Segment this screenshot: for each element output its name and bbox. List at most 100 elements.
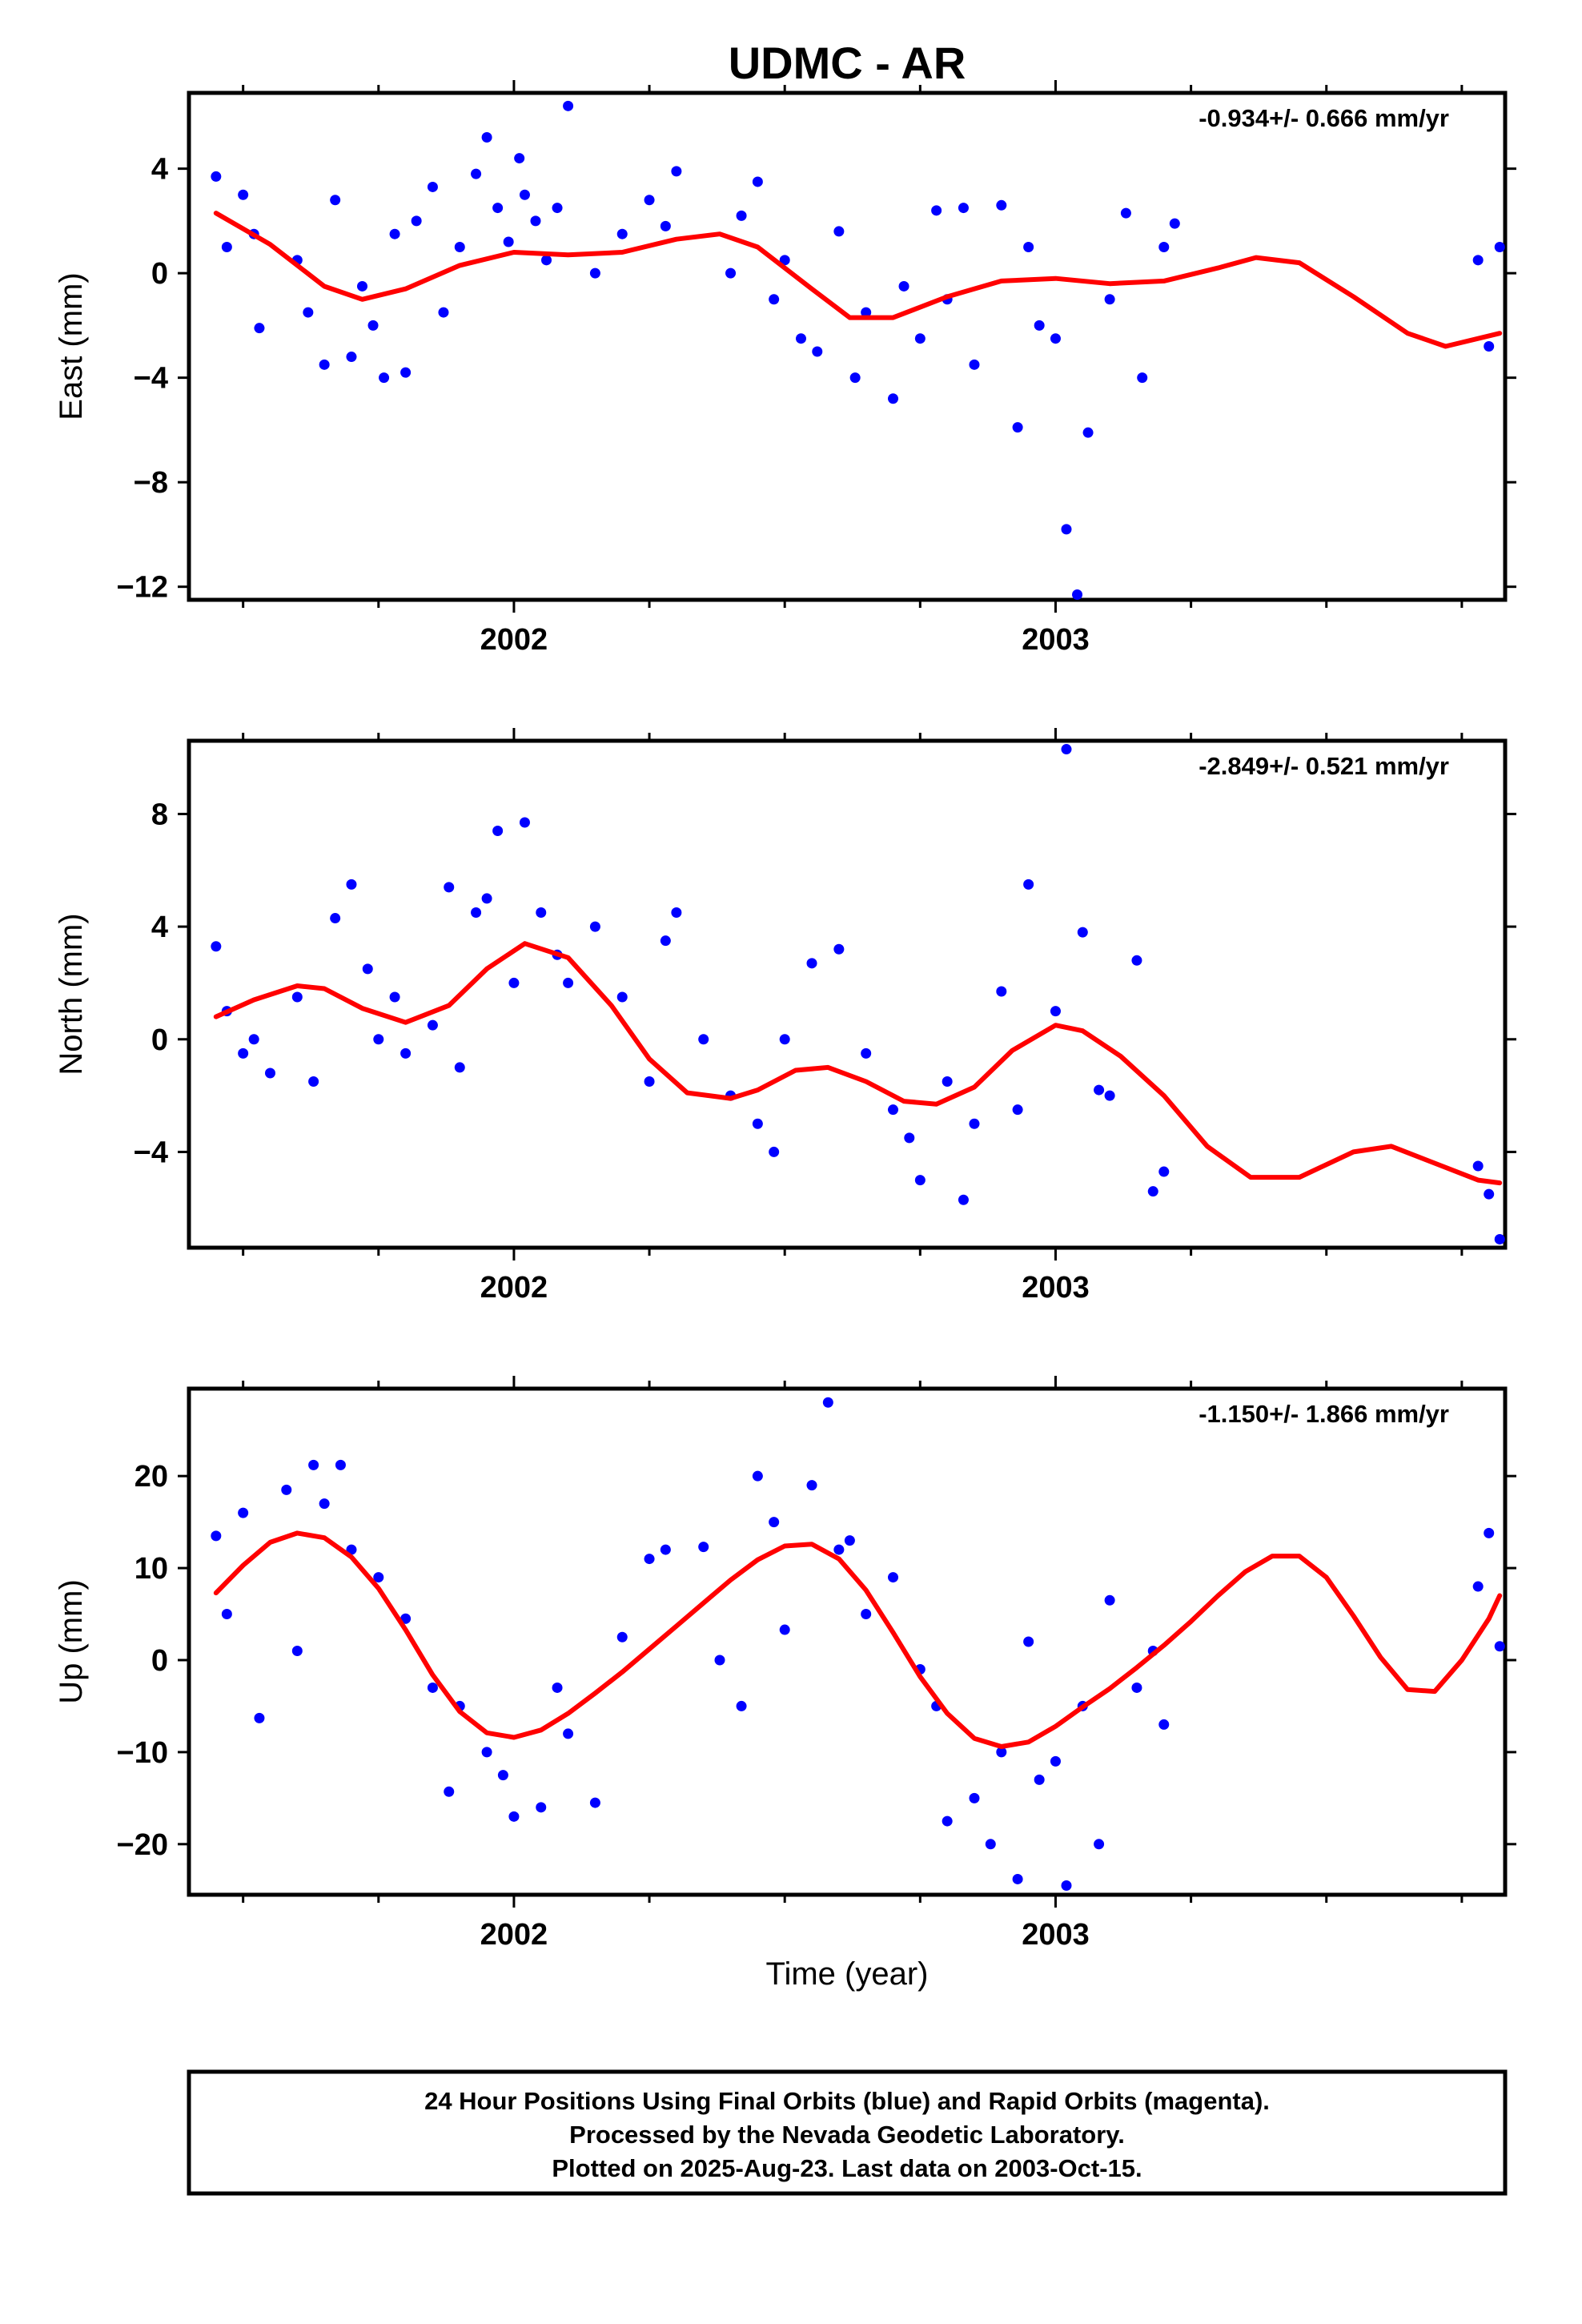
up-data-point: [779, 1624, 790, 1635]
north-data-point: [291, 991, 303, 1003]
north-data-point: [519, 817, 530, 828]
east-data-point: [519, 189, 530, 200]
east-data-point: [1484, 341, 1495, 352]
east-data-point: [530, 215, 541, 227]
north-data-point: [308, 1076, 319, 1088]
up-data-point: [985, 1839, 996, 1850]
up-data-point: [888, 1572, 899, 1583]
north-data-point: [211, 941, 222, 952]
up-data-point: [861, 1609, 872, 1620]
up-data-point: [1158, 1719, 1170, 1730]
east-data-point: [589, 267, 600, 279]
east-data-point: [996, 199, 1007, 211]
up-data-point: [1012, 1873, 1023, 1884]
east-data-point: [503, 236, 514, 247]
up-data-point: [335, 1459, 346, 1470]
east-y-tick-label: −8: [134, 466, 168, 500]
east-data-point: [752, 176, 763, 187]
north-plot-frame: [187, 738, 1508, 1250]
east-data-point: [411, 215, 422, 227]
up-data-point: [291, 1645, 303, 1656]
east-data-point: [1082, 427, 1094, 438]
east-data-point: [1061, 524, 1072, 535]
up-y-tick-label: −20: [117, 1828, 168, 1862]
east-data-point: [211, 171, 222, 182]
up-data-point: [698, 1542, 709, 1553]
north-data-point: [264, 1068, 275, 1079]
east-data-point: [1472, 255, 1484, 266]
north-data-point: [769, 1146, 780, 1157]
east-data-point: [1158, 242, 1170, 253]
north-data-point: [1012, 1104, 1023, 1116]
up-y-tick-label: 20: [135, 1460, 168, 1494]
north-data-point: [833, 943, 845, 955]
north-data-point: [888, 1104, 899, 1116]
north-y-axis-label: North (mm): [54, 913, 89, 1075]
east-data-point: [400, 367, 412, 378]
north-data-point: [1077, 927, 1088, 938]
east-data-point: [898, 280, 909, 292]
east-data-point: [616, 228, 628, 239]
up-data-point: [497, 1770, 508, 1781]
east-data-point: [1120, 207, 1131, 219]
up-data-point: [1494, 1641, 1505, 1652]
up-data-point: [281, 1484, 292, 1495]
north-data-point: [861, 1047, 872, 1059]
east-data-point: [812, 346, 823, 357]
north-data-point: [389, 991, 400, 1003]
north-data-point: [330, 913, 341, 924]
east-y-tick-label: −4: [134, 362, 168, 396]
east-data-point: [552, 203, 563, 214]
north-y-tick-label: 0: [151, 1023, 168, 1057]
east-data-point: [795, 333, 806, 344]
up-rate-label: -1.150+/- 1.866 mm/yr: [1199, 1400, 1449, 1428]
east-data-point: [888, 393, 899, 404]
up-data-point: [769, 1517, 780, 1528]
north-data-point: [1494, 1233, 1505, 1244]
north-data-point: [373, 1034, 384, 1045]
north-data-point: [1158, 1166, 1170, 1177]
up-data-point: [806, 1480, 817, 1491]
east-data-point: [779, 255, 790, 266]
north-data-point: [806, 958, 817, 969]
north-data-point: [346, 879, 357, 890]
east-data-point: [330, 195, 341, 206]
north-data-point: [942, 1076, 953, 1088]
north-data-point: [660, 935, 671, 947]
up-data-point: [1472, 1581, 1484, 1592]
north-data-point: [248, 1034, 259, 1045]
up-data-point: [1050, 1755, 1061, 1767]
up-data-point: [1484, 1527, 1495, 1538]
up-data-point: [221, 1609, 232, 1620]
east-data-point: [238, 189, 249, 200]
up-data-point: [589, 1797, 600, 1808]
east-data-point: [736, 210, 747, 221]
north-data-point: [1472, 1160, 1484, 1172]
east-data-point: [319, 359, 330, 370]
east-rate-label: -0.934+/- 0.666 mm/yr: [1199, 104, 1449, 132]
up-data-point: [969, 1792, 980, 1803]
north-data-point: [1484, 1188, 1495, 1200]
north-data-point: [698, 1034, 709, 1045]
east-data-point: [1012, 422, 1023, 433]
north-data-point: [616, 991, 628, 1003]
up-data-point: [1094, 1839, 1105, 1850]
north-data-point: [1147, 1186, 1158, 1197]
north-data-point: [454, 1062, 465, 1073]
east-data-point: [514, 153, 525, 164]
up-data-point: [536, 1802, 547, 1813]
up-data-point: [752, 1470, 763, 1482]
up-data-point: [563, 1728, 574, 1739]
up-data-point: [844, 1535, 855, 1546]
up-data-point: [1061, 1880, 1072, 1892]
east-data-point: [563, 100, 574, 111]
up-data-point: [942, 1815, 953, 1827]
north-data-point: [1131, 955, 1142, 966]
east-data-point: [379, 372, 390, 384]
up-data-point: [319, 1498, 330, 1510]
north-data-point: [904, 1132, 915, 1144]
up-data-point: [714, 1655, 725, 1666]
up-data-point: [996, 1747, 1007, 1758]
east-data-point: [671, 166, 682, 177]
